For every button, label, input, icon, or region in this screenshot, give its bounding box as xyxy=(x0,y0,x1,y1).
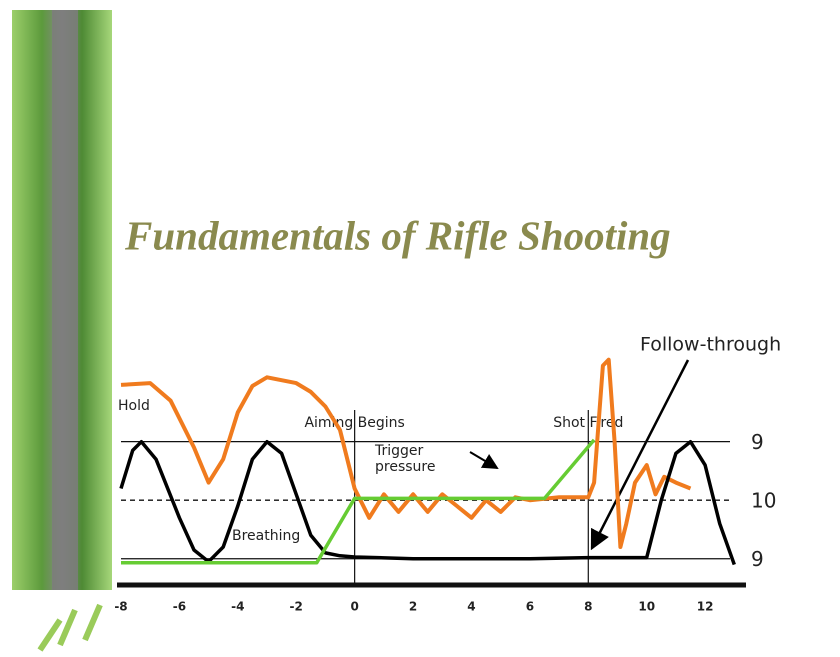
slide: Fundamentals of Rifle Shooting Follow-th… xyxy=(0,0,840,657)
x-tick-label: -4 xyxy=(231,600,244,614)
series-label: Breathing xyxy=(232,528,300,544)
series-label: Trigger pressure xyxy=(375,443,455,475)
y-tick-label: 10 xyxy=(751,489,776,513)
x-tick-label: 10 xyxy=(638,600,655,614)
y-tick-label: 9 xyxy=(751,547,764,571)
x-tick-label: 4 xyxy=(467,600,475,614)
x-tick-label: 6 xyxy=(526,600,534,614)
x-tick-label: -8 xyxy=(114,600,127,614)
x-tick-label: 8 xyxy=(584,600,592,614)
slide-title: Fundamentals of Rifle Shooting xyxy=(124,212,671,258)
decor-stripe xyxy=(52,10,78,590)
x-tick-label: -2 xyxy=(290,600,303,614)
event-label: Aiming Begins xyxy=(304,415,404,431)
x-tick-label: 0 xyxy=(350,600,358,614)
x-tick-label: 12 xyxy=(697,600,714,614)
trigger-arrow xyxy=(470,452,497,468)
annotation-arrow xyxy=(592,360,688,548)
chart: Fundamentals of Rifle Shooting Follow-th… xyxy=(0,0,840,657)
decor-leaves xyxy=(40,605,100,650)
annotation: Follow-through xyxy=(640,334,781,356)
x-tick-label: 2 xyxy=(409,600,417,614)
x-tick-label: -6 xyxy=(173,600,186,614)
series-label: Hold xyxy=(118,398,150,414)
y-tick-label: 9 xyxy=(751,430,764,454)
